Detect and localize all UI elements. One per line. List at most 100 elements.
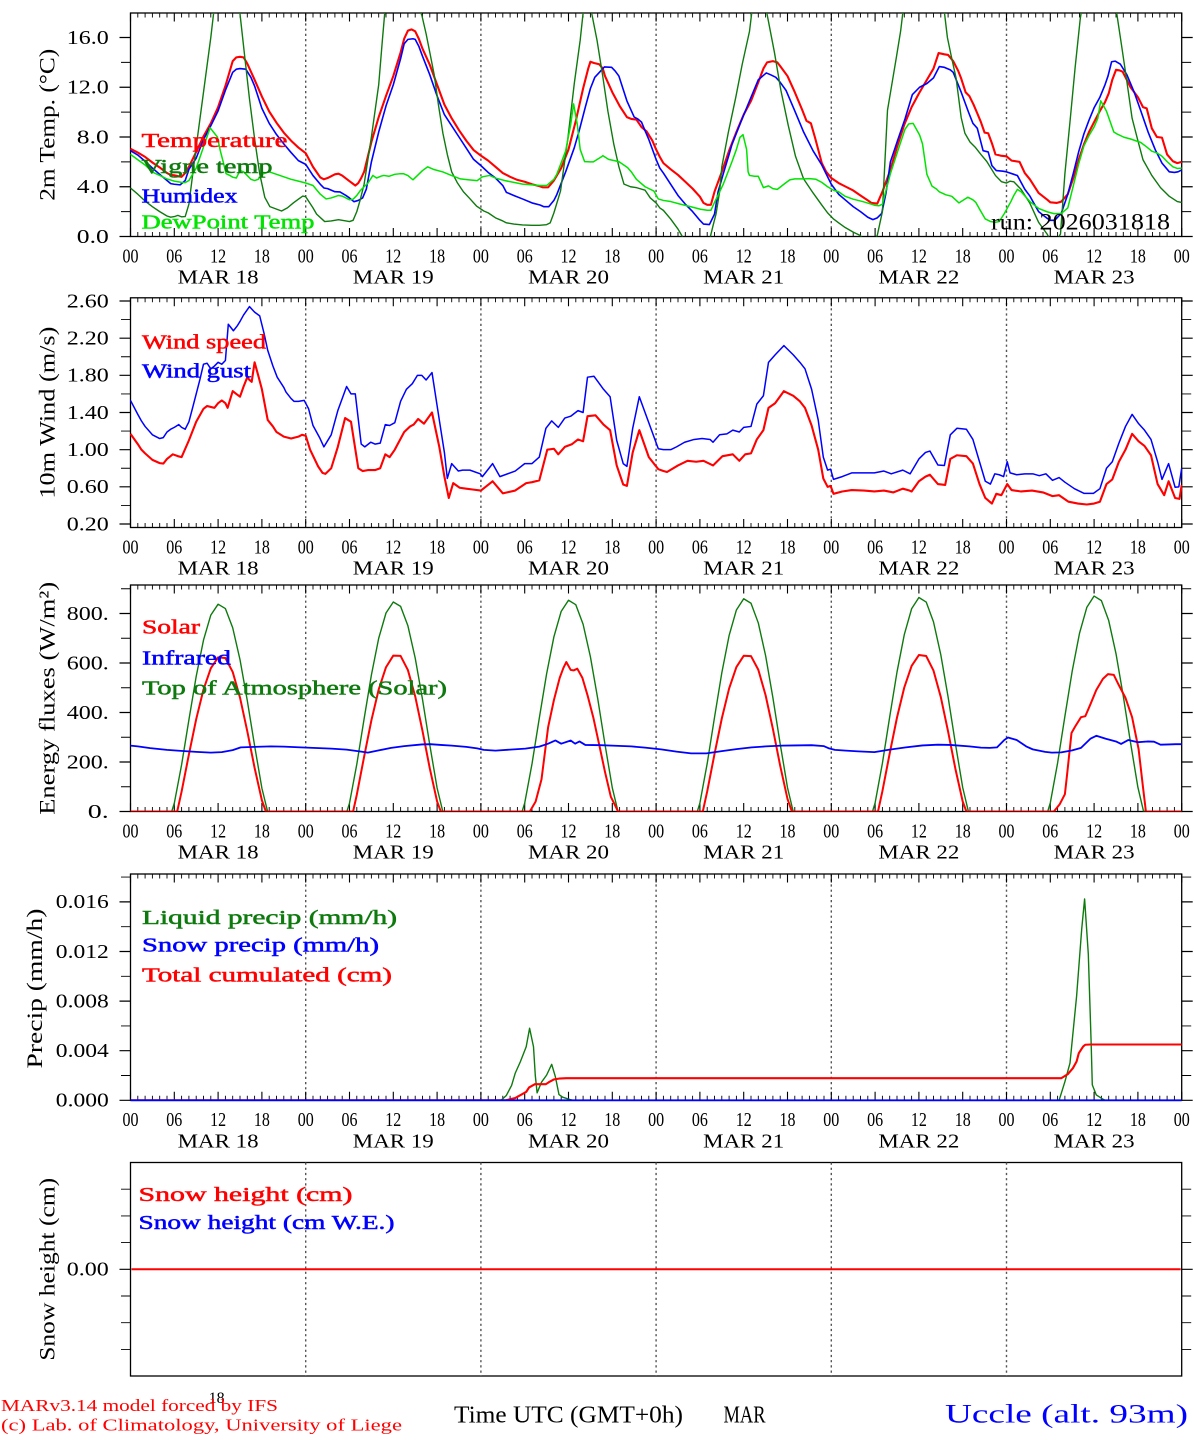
svg-text:MAR 18: MAR 18 bbox=[178, 1131, 259, 1152]
svg-text:00: 00 bbox=[473, 821, 489, 842]
svg-text:18: 18 bbox=[429, 246, 445, 267]
svg-text:MAR 23: MAR 23 bbox=[1054, 843, 1135, 864]
svg-text:12: 12 bbox=[1086, 1110, 1102, 1131]
svg-text:MAR 20: MAR 20 bbox=[528, 559, 609, 580]
svg-text:00: 00 bbox=[123, 537, 139, 558]
svg-text:MAR 23: MAR 23 bbox=[1054, 268, 1135, 289]
svg-text:00: 00 bbox=[1174, 1110, 1190, 1131]
svg-text:06: 06 bbox=[342, 246, 358, 267]
svg-text:Humidex: Humidex bbox=[142, 185, 238, 207]
svg-text:12: 12 bbox=[1086, 821, 1102, 842]
svg-text:0.004: 0.004 bbox=[56, 1041, 109, 1062]
svg-text:06: 06 bbox=[867, 246, 883, 267]
svg-text:Top of Atmosphere (Solar): Top of Atmosphere (Solar) bbox=[142, 678, 447, 700]
svg-text:Wind speed: Wind speed bbox=[142, 332, 266, 354]
svg-text:00: 00 bbox=[473, 537, 489, 558]
svg-text:MAR 18: MAR 18 bbox=[178, 268, 259, 289]
svg-text:18: 18 bbox=[1130, 1110, 1146, 1131]
svg-text:8.0: 8.0 bbox=[77, 127, 109, 148]
svg-text:06: 06 bbox=[342, 537, 358, 558]
svg-text:1.40: 1.40 bbox=[67, 403, 109, 424]
svg-text:2.60: 2.60 bbox=[67, 291, 109, 312]
svg-text:18: 18 bbox=[1130, 537, 1146, 558]
svg-text:06: 06 bbox=[166, 537, 182, 558]
svg-text:06: 06 bbox=[692, 246, 708, 267]
svg-text:06: 06 bbox=[1042, 821, 1058, 842]
svg-text:00: 00 bbox=[648, 537, 664, 558]
svg-text:18: 18 bbox=[955, 246, 971, 267]
svg-text:Vigne temp: Vigne temp bbox=[142, 156, 273, 178]
svg-text:12: 12 bbox=[736, 537, 752, 558]
svg-text:06: 06 bbox=[166, 246, 182, 267]
svg-text:18: 18 bbox=[955, 537, 971, 558]
svg-text:06: 06 bbox=[166, 1110, 182, 1131]
svg-text:Snow precip (mm/h): Snow precip (mm/h) bbox=[142, 934, 379, 956]
svg-text:12: 12 bbox=[1086, 537, 1102, 558]
svg-text:run: 2026031818: run: 2026031818 bbox=[991, 210, 1170, 235]
svg-text:06: 06 bbox=[692, 537, 708, 558]
svg-text:06: 06 bbox=[166, 821, 182, 842]
svg-text:18: 18 bbox=[429, 821, 445, 842]
svg-text:0.008: 0.008 bbox=[56, 991, 109, 1012]
svg-text:2.20: 2.20 bbox=[67, 329, 109, 350]
svg-text:06: 06 bbox=[342, 821, 358, 842]
svg-text:00: 00 bbox=[999, 537, 1015, 558]
svg-text:00: 00 bbox=[473, 1110, 489, 1131]
svg-text:Temperature: Temperature bbox=[142, 130, 288, 152]
svg-text:00: 00 bbox=[298, 1110, 314, 1131]
svg-text:600.: 600. bbox=[67, 653, 109, 674]
svg-text:12: 12 bbox=[210, 246, 226, 267]
svg-text:MAR 19: MAR 19 bbox=[353, 268, 434, 289]
svg-text:18: 18 bbox=[254, 537, 270, 558]
svg-text:12: 12 bbox=[561, 537, 577, 558]
svg-text:2m Temp. (°C): 2m Temp. (°C) bbox=[35, 49, 60, 201]
svg-text:00: 00 bbox=[298, 821, 314, 842]
svg-text:18: 18 bbox=[254, 246, 270, 267]
svg-text:Wind gust: Wind gust bbox=[142, 361, 251, 383]
svg-text:MAR 19: MAR 19 bbox=[353, 1131, 434, 1152]
svg-text:12: 12 bbox=[736, 246, 752, 267]
svg-text:18: 18 bbox=[780, 246, 796, 267]
svg-text:06: 06 bbox=[517, 1110, 533, 1131]
svg-text:06: 06 bbox=[517, 537, 533, 558]
svg-text:06: 06 bbox=[342, 1110, 358, 1131]
svg-text:12: 12 bbox=[561, 246, 577, 267]
svg-text:06: 06 bbox=[517, 821, 533, 842]
svg-text:0.: 0. bbox=[88, 802, 109, 823]
svg-text:06: 06 bbox=[867, 537, 883, 558]
svg-text:MAR 22: MAR 22 bbox=[878, 1131, 959, 1152]
svg-text:Liquid precip (mm/h): Liquid precip (mm/h) bbox=[142, 907, 397, 929]
svg-text:MAR 19: MAR 19 bbox=[353, 559, 434, 580]
svg-text:00: 00 bbox=[823, 821, 839, 842]
svg-text:12: 12 bbox=[385, 1110, 401, 1131]
svg-text:12.0: 12.0 bbox=[67, 78, 109, 99]
svg-text:1.80: 1.80 bbox=[67, 366, 109, 387]
svg-text:18: 18 bbox=[780, 537, 796, 558]
svg-text:00: 00 bbox=[823, 1110, 839, 1131]
svg-text:00: 00 bbox=[999, 821, 1015, 842]
svg-text:Total cumulated (cm): Total cumulated (cm) bbox=[142, 965, 392, 987]
svg-text:0.016: 0.016 bbox=[56, 892, 109, 913]
svg-text:18: 18 bbox=[429, 1110, 445, 1131]
svg-text:MARv3.14 model forced by IFS: MARv3.14 model forced by IFS bbox=[1, 1396, 278, 1415]
svg-text:06: 06 bbox=[1042, 1110, 1058, 1131]
svg-text:MAR 22: MAR 22 bbox=[878, 843, 959, 864]
svg-text:00: 00 bbox=[123, 246, 139, 267]
svg-text:00: 00 bbox=[1174, 246, 1190, 267]
svg-text:Snow height (cm): Snow height (cm) bbox=[139, 1184, 353, 1206]
svg-text:00: 00 bbox=[1174, 537, 1190, 558]
svg-text:12: 12 bbox=[736, 821, 752, 842]
svg-text:Infrared: Infrared bbox=[142, 647, 231, 669]
svg-text:MAR 19: MAR 19 bbox=[353, 843, 434, 864]
svg-text:00: 00 bbox=[648, 1110, 664, 1131]
svg-text:0.60: 0.60 bbox=[67, 477, 109, 498]
svg-text:0.012: 0.012 bbox=[56, 942, 109, 963]
svg-text:06: 06 bbox=[1042, 246, 1058, 267]
svg-text:00: 00 bbox=[298, 246, 314, 267]
svg-text:MAR 22: MAR 22 bbox=[878, 268, 959, 289]
svg-text:00: 00 bbox=[823, 246, 839, 267]
svg-text:12: 12 bbox=[210, 537, 226, 558]
svg-text:Uccle (alt. 93m): Uccle (alt. 93m) bbox=[945, 1400, 1188, 1429]
svg-text:16.0: 16.0 bbox=[67, 28, 109, 49]
svg-text:00: 00 bbox=[648, 821, 664, 842]
